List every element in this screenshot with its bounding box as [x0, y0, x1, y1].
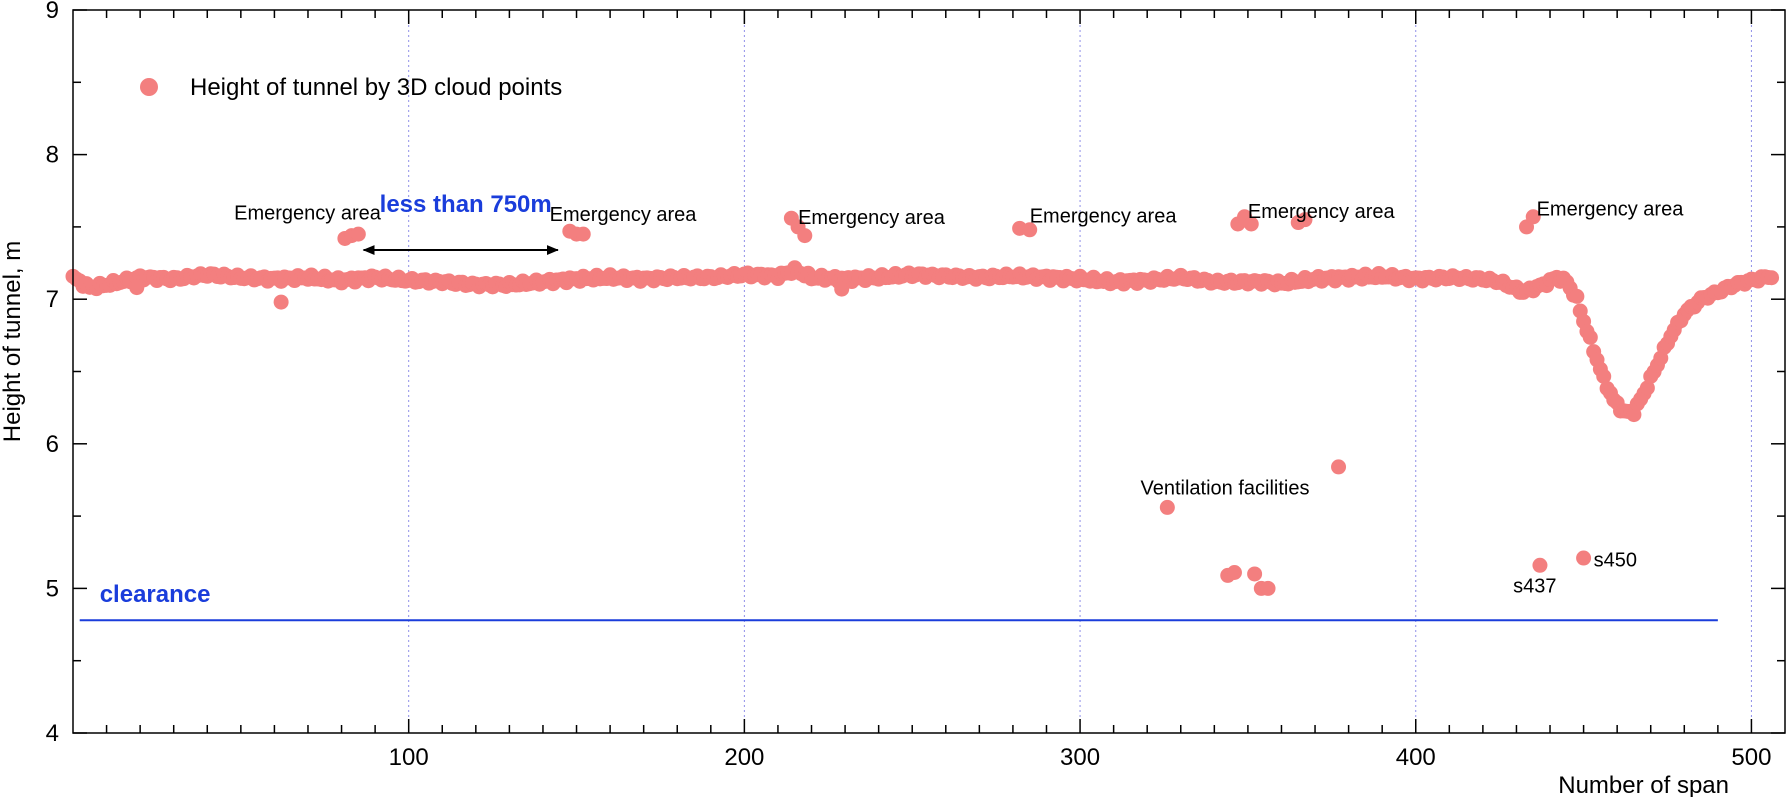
span-annotation-label: less than 750m — [380, 191, 552, 218]
annotation-label: Ventilation facilities — [1140, 477, 1309, 499]
grid-lines — [408, 10, 1752, 733]
y-tick-label: 9 — [46, 0, 59, 24]
data-points — [65, 209, 1780, 596]
y-tick-label: 7 — [46, 286, 59, 313]
annotation-label: Emergency area — [550, 204, 698, 226]
data-point — [1576, 550, 1592, 566]
axis-tick-labels: 100 200 300 400 500 4 5 6 7 8 9 — [46, 0, 1772, 771]
data-point — [1159, 499, 1175, 515]
y-axis-title: Height of tunnel, m — [0, 241, 26, 442]
annotation-label: Emergency area — [1030, 206, 1178, 228]
data-point — [1331, 459, 1347, 475]
y-tick-label: 4 — [46, 720, 59, 747]
data-point — [834, 281, 850, 297]
data-point — [1532, 557, 1548, 573]
data-point — [1525, 209, 1541, 225]
annotation-label: Emergency area — [1537, 198, 1685, 220]
data-point — [129, 280, 145, 296]
x-tick-label: 300 — [1060, 744, 1100, 771]
data-point — [350, 226, 366, 242]
legend: Height of tunnel by 3D cloud points — [140, 74, 562, 101]
y-tick-label: 5 — [46, 575, 59, 602]
y-tick-label: 6 — [46, 431, 59, 458]
data-point — [1247, 566, 1263, 582]
annotation-label: s437 — [1513, 576, 1556, 598]
legend-marker — [140, 78, 158, 96]
data-point — [1297, 212, 1313, 228]
data-point — [1243, 216, 1259, 232]
x-tick-label: 400 — [1396, 744, 1436, 771]
data-point — [1596, 368, 1612, 384]
x-tick-label: 100 — [389, 744, 429, 771]
axis-ticks — [73, 9, 1785, 734]
data-point — [1260, 580, 1276, 596]
data-point — [1764, 270, 1780, 286]
data-point — [1022, 222, 1038, 238]
clearance-line-group: clearance — [79, 581, 1718, 622]
data-point — [575, 226, 591, 242]
annotation-label: Emergency area — [798, 207, 946, 229]
y-tick-label: 8 — [46, 142, 59, 169]
annotation-label: Emergency area — [1248, 201, 1396, 223]
annotations: Emergency area Emergency area Emergency ar… — [234, 191, 1684, 598]
clearance-label: clearance — [100, 581, 211, 608]
data-point — [1582, 329, 1598, 345]
annotation-label: Emergency area — [234, 203, 382, 225]
plot-frame — [72, 9, 1786, 734]
x-tick-label: 200 — [724, 744, 764, 771]
x-axis-title: Number of span — [1558, 772, 1729, 797]
data-point — [797, 228, 813, 244]
legend-entry: Height of tunnel by 3D cloud points — [190, 74, 562, 101]
data-point — [1569, 288, 1585, 304]
annotation-label: s450 — [1594, 550, 1637, 572]
data-point — [1639, 380, 1655, 396]
data-point — [273, 294, 289, 310]
data-point — [1226, 564, 1242, 580]
x-tick-label: 500 — [1731, 744, 1771, 771]
